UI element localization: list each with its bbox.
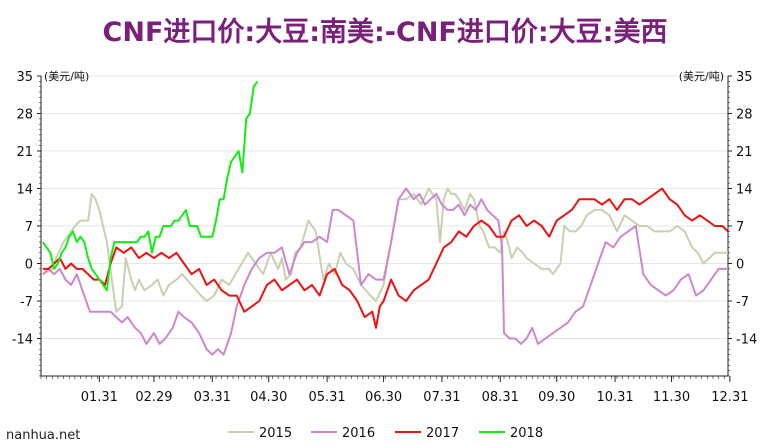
x-tick-label: 07.31 [423, 390, 460, 405]
x-tick-label: 12.31 [711, 390, 748, 405]
series-line-2018 [42, 80, 259, 292]
legend-label: 2018 [510, 426, 543, 441]
y-tick-label-left: 35 [16, 70, 33, 85]
y-tick-label-right: 28 [736, 108, 753, 123]
y-tick-label-right: -14 [736, 333, 757, 348]
y-axis-right-unit: (美元/吨) [679, 70, 724, 83]
y-tick-label-right: 7 [736, 220, 744, 235]
y-tick-label-right: 14 [736, 183, 753, 198]
y-tick-label-right: -7 [736, 295, 749, 310]
x-tick-label: 10.31 [596, 390, 633, 405]
y-tick-label-left: -14 [12, 333, 33, 348]
legend: 2015 2016 2017 2018 [228, 426, 543, 441]
y-tick-label-left: 7 [25, 220, 33, 235]
y-tick-label-left: 14 [16, 183, 33, 198]
y-tick-label-right: 21 [736, 145, 753, 160]
x-tick-label: 02.29 [135, 390, 172, 405]
chart-title: CNF进口价:大豆:南美:-CNF进口价:大豆:美西 [102, 17, 668, 48]
y-tick-label-left: 0 [25, 258, 33, 273]
grid-lines [41, 75, 728, 339]
series-line-2017 [42, 187, 729, 329]
y-tick-label-right: 0 [736, 258, 744, 273]
y-tick-label-left: 28 [16, 108, 33, 123]
y-axis-left-unit: (美元/吨) [44, 70, 89, 83]
legend-label: 2016 [342, 426, 375, 441]
legend-label: 2015 [259, 426, 292, 441]
x-tick-label: 04.30 [250, 390, 287, 405]
x-tick-label: 06.30 [365, 390, 402, 405]
x-tick-label: 03.31 [194, 390, 231, 405]
series-lines [42, 80, 729, 356]
series-line-2016 [42, 187, 728, 356]
x-tick-label: 09.30 [538, 390, 575, 405]
watermark-text: nanhua.net [6, 428, 81, 443]
legend-label: 2017 [426, 426, 459, 441]
x-tick-label: 08.31 [482, 390, 519, 405]
x-tick-label: 11.30 [653, 390, 690, 405]
y-tick-label-right: 35 [736, 70, 753, 85]
axis-ticks: 35 35 28 28 21 21 14 14 7 7 0 0 -7 -7 -14 -14 01.31 02.29… [12, 70, 757, 405]
y-tick-label-left: -7 [20, 295, 33, 310]
y-tick-label-left: 21 [16, 145, 33, 160]
x-tick-label: 01.31 [81, 390, 118, 405]
x-tick-label: 05.31 [308, 390, 345, 405]
